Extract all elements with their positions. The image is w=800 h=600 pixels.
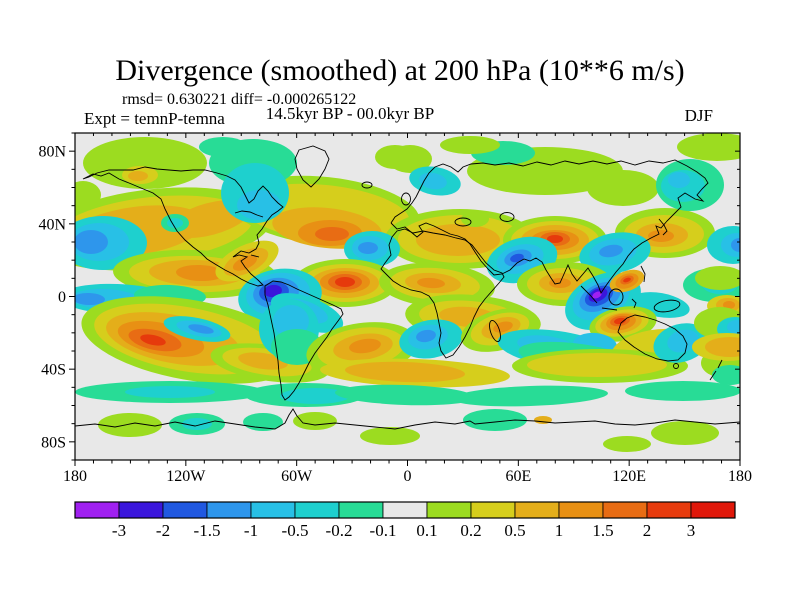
x-tick-label: 120E [612, 468, 646, 485]
x-tick-label: 180 [63, 468, 87, 485]
y-tick-label: 0 [58, 289, 66, 306]
y-tick-label: 40S [41, 362, 66, 379]
colorbar-border [74, 501, 736, 519]
colorbar-label: 1 [555, 521, 564, 540]
colorbar-segment [118, 501, 164, 519]
colorbar-segment [338, 501, 384, 519]
x-tick-label: 180 [728, 468, 752, 485]
colorbar-segment [426, 501, 472, 519]
colorbar-label: -0.1 [370, 521, 397, 540]
stats-line: rmsd= 0.630221 diff= -0.000265122 [122, 91, 357, 108]
y-tick-label: 80N [38, 144, 66, 161]
x-tick-label: 0 [404, 468, 412, 485]
colorbar-segment [602, 501, 648, 519]
coastlines [75, 145, 740, 430]
colorbar-label: -1.5 [194, 521, 221, 540]
colorbar-segment [294, 501, 340, 519]
colorbar-label: 3 [687, 521, 696, 540]
colorbar-label: 0.1 [416, 521, 437, 540]
colorbar-label: -1 [244, 521, 258, 540]
axis-ticks [69, 132, 741, 466]
colorbar-segment [206, 501, 252, 519]
colorbar-label: 1.5 [592, 521, 613, 540]
axis-tick-labels: 180 120W 60W 0 60E 120E 180 80N 40N 0 40S 80S [38, 144, 752, 485]
colorbar-label: 2 [643, 521, 652, 540]
colorbar-label: 0.2 [460, 521, 481, 540]
x-tick-label: 60E [505, 468, 531, 485]
colorbar-label: -2 [156, 521, 170, 540]
colorbar-segment [646, 501, 692, 519]
colorbar-label: 0.5 [504, 521, 525, 540]
colorbar-segment [382, 501, 428, 519]
plot-title: Divergence (smoothed) at 200 hPa (10**6 … [115, 54, 685, 87]
colorbar-segment [514, 501, 560, 519]
colorbar-label: -0.5 [282, 521, 309, 540]
colorbar: -3 -2 -1.5 -1 -0.5 -0.2 -0.1 0.1 0.2 0.5 1 1.5 2 3 [74, 501, 736, 540]
x-tick-label: 120W [166, 468, 206, 485]
x-tick-label: 60W [281, 468, 313, 485]
colorbar-segment [470, 501, 516, 519]
y-tick-label: 80S [41, 434, 66, 451]
colorbar-label: -3 [112, 521, 126, 540]
y-tick-label: 40N [38, 216, 66, 233]
map-plot: 180 120W 60W 0 60E 120E 180 80N 40N 0 40S 80S [38, 132, 752, 485]
season-label: DJF [684, 106, 713, 125]
colorbar-segment [74, 501, 120, 519]
colorbar-segment [250, 501, 296, 519]
colorbar-label: -0.2 [326, 521, 353, 540]
colorbar-segment [690, 501, 736, 519]
experiment-label: Expt = temnP-temna [84, 109, 225, 128]
colorbar-segment [558, 501, 604, 519]
colorbar-segment [162, 501, 208, 519]
period-label: 14.5kyr BP - 00.0kyr BP [265, 104, 435, 123]
